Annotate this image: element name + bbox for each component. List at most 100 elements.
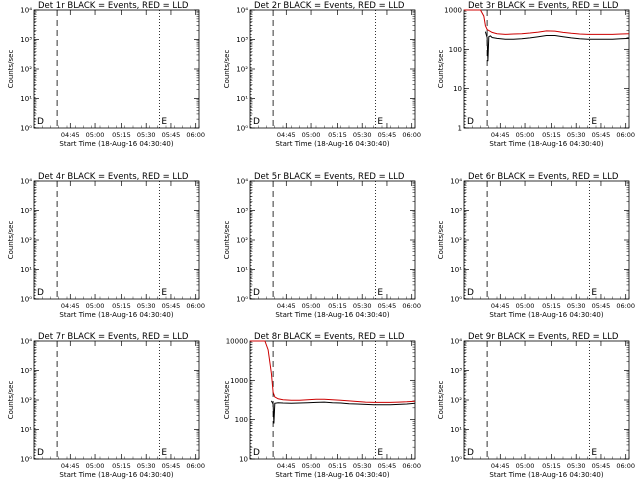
x-tick-label: 05:15 <box>112 302 131 310</box>
x-tick-label: 04:45 <box>61 462 80 470</box>
x-tick-label: 06:00 <box>402 302 421 310</box>
marker-label-D: D <box>467 117 474 127</box>
y-tick-label: 10⁰ <box>20 296 32 304</box>
plot-title: Det 1r BLACK = Events, RED = LLD <box>38 1 189 11</box>
marker-label-E: E <box>377 117 383 127</box>
plot-frame <box>463 340 630 460</box>
x-tick-label: 05:00 <box>516 302 535 310</box>
x-tick-label: 05:15 <box>112 131 131 139</box>
x-tick-label: 06:00 <box>616 462 635 470</box>
x-tick-label: 05:00 <box>86 302 105 310</box>
y-tick-label: 10⁰ <box>236 125 248 133</box>
y-axis-label: Counts/sec <box>7 381 15 420</box>
x-tick-label: 05:30 <box>353 302 372 310</box>
marker-label-E: E <box>161 288 167 298</box>
y-tick-label: 10³ <box>20 367 32 375</box>
x-tick-label: 05:45 <box>162 131 181 139</box>
plot-panel-2: Det 2r BLACK = Events, RED = LLD 10⁰ 10¹ 10… <box>223 1 421 148</box>
x-tick-label: 04:45 <box>491 131 510 139</box>
y-tick-label: 10 <box>453 85 462 93</box>
y-axis-label: Counts/sec <box>437 50 445 89</box>
x-tick-label: 05:00 <box>302 462 321 470</box>
x-tick-label: 05:30 <box>137 462 156 470</box>
y-tick-label: 10² <box>20 237 32 245</box>
y-axis-label: Counts/sec <box>7 221 15 260</box>
y-tick-label: 1000 <box>444 7 462 15</box>
x-tick-label: 05:30 <box>137 131 156 139</box>
y-tick-label: 10⁴ <box>450 338 462 346</box>
y-tick-label: 10² <box>450 397 462 405</box>
plot-frame <box>33 9 200 129</box>
marker-label-E: E <box>591 288 597 298</box>
plot-panel-8: Det 8r BLACK = Events, RED = LLD 10 100 100… <box>223 332 421 479</box>
marker-label-D: D <box>253 117 260 127</box>
x-tick-label: 05:00 <box>86 462 105 470</box>
marker-label-E: E <box>161 448 167 458</box>
plot-panel-1: Det 1r BLACK = Events, RED = LLD 10⁰ 10¹ 10… <box>7 1 205 148</box>
plot-frame <box>463 180 630 300</box>
y-tick-label: 10³ <box>20 207 32 215</box>
x-axis-label: Start Time (18-Aug-16 04:30:40) <box>275 311 389 319</box>
x-tick-label: 05:45 <box>592 131 611 139</box>
plot-panel-3: Det 3r BLACK = Events, RED = LLD 1 10 100 10… <box>437 1 635 148</box>
y-tick-label: 10² <box>236 237 248 245</box>
plot-title: Det 9r BLACK = Events, RED = LLD <box>468 332 619 342</box>
x-tick-label: 05:00 <box>302 131 321 139</box>
x-tick-label: 04:45 <box>491 462 510 470</box>
x-tick-label: 05:45 <box>592 462 611 470</box>
y-tick-label: 1 <box>458 125 462 133</box>
y-tick-label: 1000 <box>230 377 248 385</box>
plot-title: Det 7r BLACK = Events, RED = LLD <box>38 332 189 342</box>
x-tick-label: 05:15 <box>328 462 347 470</box>
x-tick-label: 06:00 <box>402 131 421 139</box>
marker-label-E: E <box>377 288 383 298</box>
x-tick-label: 05:15 <box>542 462 561 470</box>
x-tick-label: 04:45 <box>491 302 510 310</box>
plot-frame <box>249 180 416 300</box>
plot-title: Det 4r BLACK = Events, RED = LLD <box>38 172 189 182</box>
x-tick-label: 05:15 <box>542 131 561 139</box>
x-tick-label: 05:30 <box>353 462 372 470</box>
marker-label-D: D <box>37 288 44 298</box>
marker-label-E: E <box>591 117 597 127</box>
marker-label-D: D <box>253 288 260 298</box>
x-tick-label: 05:30 <box>353 131 372 139</box>
x-tick-label: 04:45 <box>61 131 80 139</box>
x-tick-label: 04:45 <box>61 302 80 310</box>
series-line-lld <box>464 9 630 35</box>
plot-frame <box>249 9 416 129</box>
plot-title: Det 3r BLACK = Events, RED = LLD <box>468 1 619 11</box>
y-tick-label: 10¹ <box>20 95 32 103</box>
x-tick-label: 05:15 <box>328 131 347 139</box>
x-tick-label: 05:45 <box>592 302 611 310</box>
x-axis-label: Start Time (18-Aug-16 04:30:40) <box>275 471 389 479</box>
y-tick-label: 10¹ <box>450 426 462 434</box>
y-tick-label: 10³ <box>236 36 248 44</box>
y-tick-label: 10² <box>450 237 462 245</box>
plot-frame <box>33 340 200 460</box>
x-tick-label: 06:00 <box>186 462 205 470</box>
y-tick-label: 10⁰ <box>450 456 462 464</box>
plot-panel-6: Det 6r BLACK = Events, RED = LLD 10⁰ 10¹ 10… <box>437 172 635 319</box>
series-line-events <box>270 400 416 424</box>
x-axis-label: Start Time (18-Aug-16 04:30:40) <box>489 140 603 148</box>
y-tick-label: 100 <box>235 416 248 424</box>
y-tick-label: 10¹ <box>450 266 462 274</box>
marker-label-E: E <box>161 117 167 127</box>
x-tick-label: 05:30 <box>567 131 586 139</box>
x-axis-label: Start Time (18-Aug-16 04:30:40) <box>59 311 173 319</box>
x-tick-label: 05:00 <box>86 131 105 139</box>
y-tick-label: 10⁴ <box>20 338 32 346</box>
x-axis-label: Start Time (18-Aug-16 04:30:40) <box>275 140 389 148</box>
plot-title: Det 6r BLACK = Events, RED = LLD <box>468 172 619 182</box>
x-tick-label: 06:00 <box>402 462 421 470</box>
y-axis-label: Counts/sec <box>223 381 231 420</box>
x-tick-label: 05:30 <box>567 302 586 310</box>
y-tick-label: 100 <box>449 46 462 54</box>
x-tick-label: 05:45 <box>162 462 181 470</box>
y-tick-label: 10³ <box>450 367 462 375</box>
y-tick-label: 10⁴ <box>236 7 248 15</box>
x-tick-label: 06:00 <box>616 131 635 139</box>
x-axis-label: Start Time (18-Aug-16 04:30:40) <box>59 140 173 148</box>
